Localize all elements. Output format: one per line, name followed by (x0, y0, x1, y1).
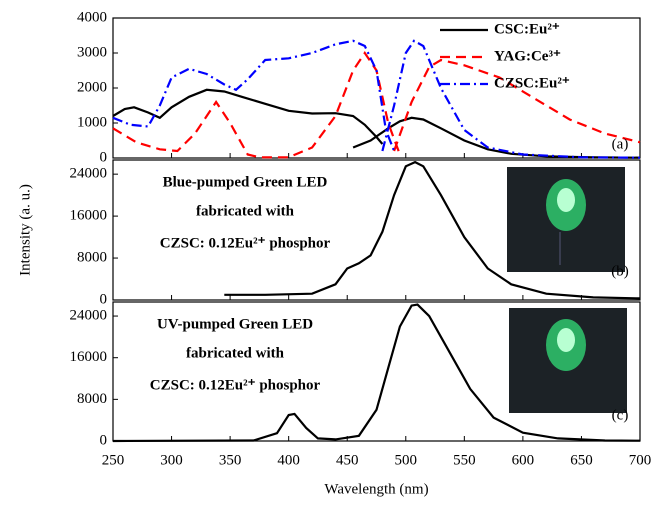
y-tick-label: 4000 (77, 9, 107, 25)
x-tick-label: 550 (453, 452, 476, 468)
panel-label: (b) (611, 263, 629, 279)
annotation: CZSC: 0.12Eu²⁺ phosphor (160, 235, 331, 251)
y-tick-label: 0 (100, 291, 108, 307)
y-axis-title: Intensity (a. u.) (17, 184, 33, 276)
led-photo (509, 308, 627, 413)
annotation: Blue-pumped Green LED (163, 174, 328, 190)
y-tick-label: 0 (100, 149, 108, 165)
x-tick-label: 300 (160, 452, 183, 468)
y-tick-label: 16000 (70, 208, 108, 224)
y-tick-label: 0 (100, 432, 108, 448)
x-tick-label: 700 (629, 452, 652, 468)
data-line (112, 51, 641, 159)
x-tick-label: 350 (219, 452, 242, 468)
x-tick-label: 450 (336, 452, 359, 468)
panel-label: (c) (612, 407, 629, 423)
plot-frame (112, 301, 641, 442)
annotation: fabricated with (186, 345, 285, 361)
x-axis-title: Wavelength (nm) (324, 481, 428, 497)
data-line (112, 303, 641, 443)
annotation: UV-pumped Green LED (157, 316, 313, 332)
y-tick-label: 3000 (77, 44, 107, 60)
legend-label: CZSC:Eu²⁺ (494, 75, 570, 91)
x-tick-label: 400 (277, 452, 300, 468)
data-line (112, 39, 641, 159)
y-tick-label: 2000 (77, 79, 107, 95)
plot-frame (112, 159, 641, 301)
legend-label: YAG:Ce³⁺ (494, 48, 561, 64)
y-tick-label: 8000 (77, 391, 107, 407)
annotation: CZSC: 0.12Eu²⁺ phosphor (150, 377, 321, 393)
y-tick-label: 24000 (70, 166, 108, 182)
annotation: fabricated with (196, 203, 295, 219)
led-photo (507, 167, 625, 272)
x-tick-label: 500 (395, 452, 418, 468)
y-tick-label: 16000 (70, 349, 108, 365)
legend-label: CSC:Eu²⁺ (494, 21, 560, 37)
y-tick-label: 1000 (77, 114, 107, 130)
panel-label: (a) (612, 136, 629, 152)
x-tick-label: 600 (512, 452, 535, 468)
x-tick-label: 650 (570, 452, 593, 468)
y-tick-label: 24000 (70, 307, 108, 323)
y-tick-label: 8000 (77, 249, 107, 265)
x-tick-label: 250 (102, 452, 125, 468)
data-line (224, 160, 641, 300)
data-line (112, 88, 641, 159)
